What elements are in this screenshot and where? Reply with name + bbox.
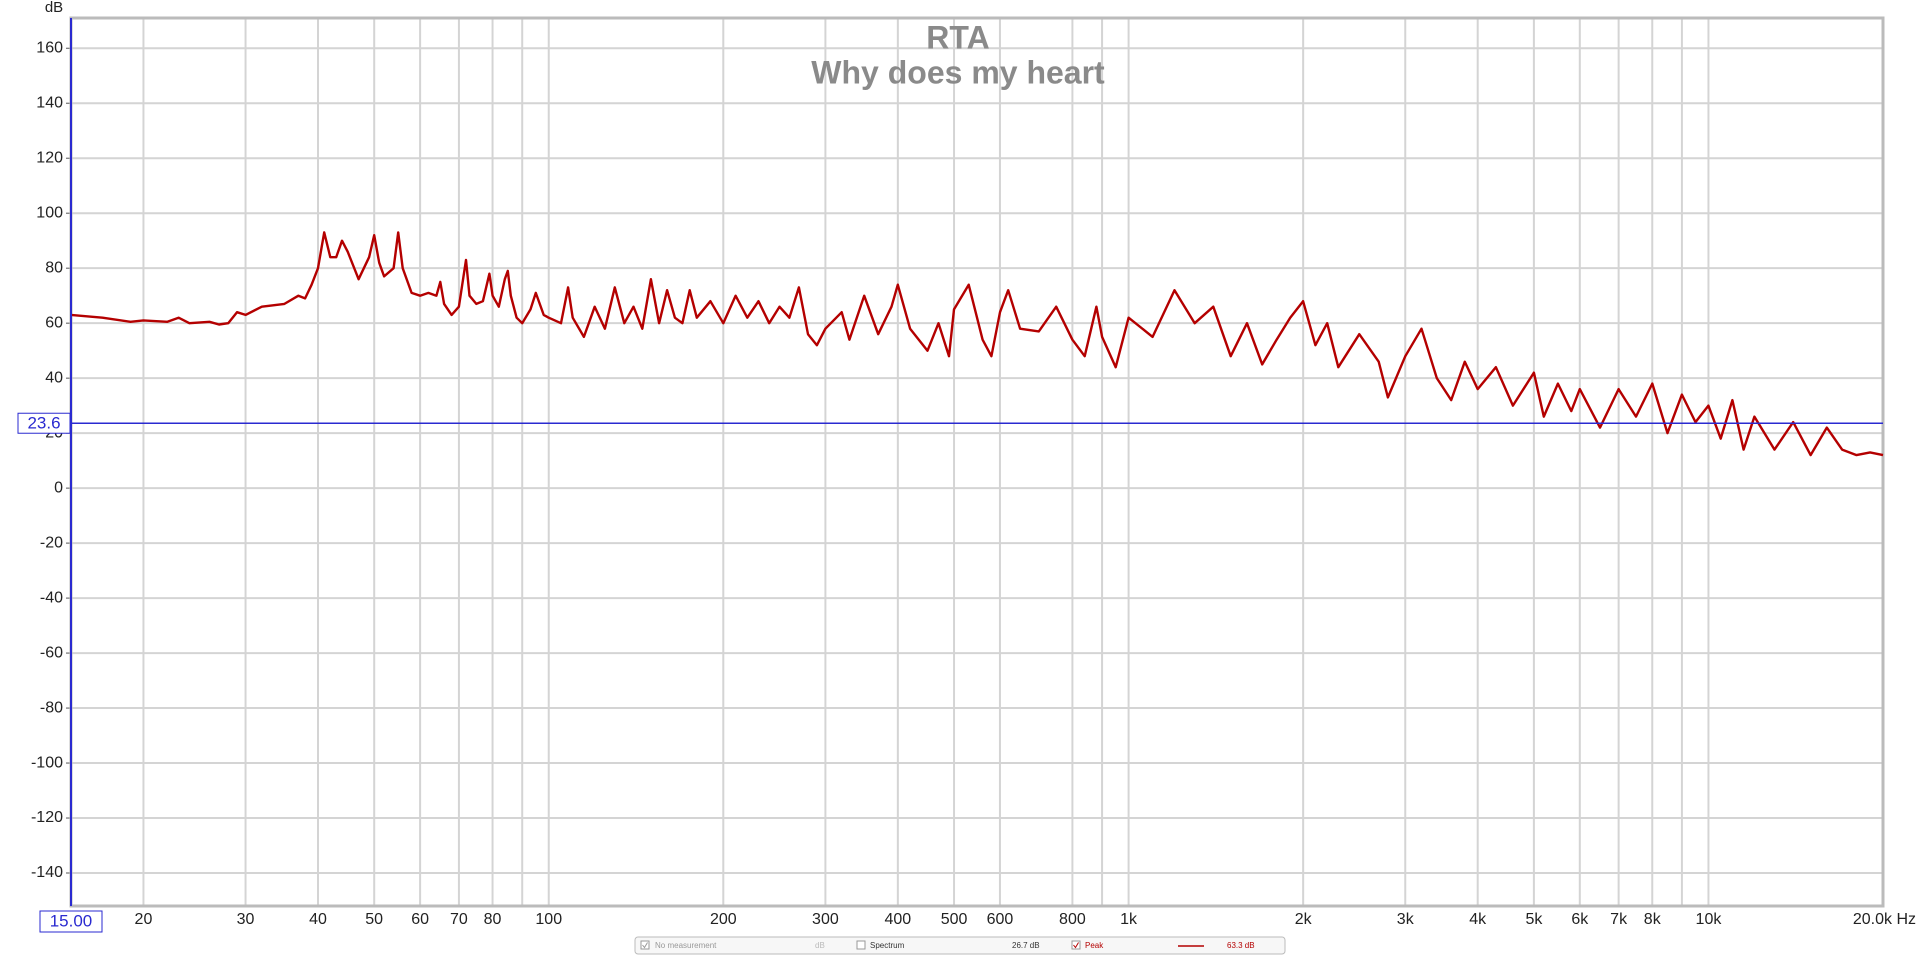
y-tick-label: 80 — [45, 259, 63, 276]
x-tick-label: 70 — [450, 911, 468, 928]
x-tick-label: 6k — [1571, 911, 1589, 928]
x-tick-label: 30 — [237, 911, 255, 928]
y-tick-label: -140 — [31, 864, 63, 881]
y-tick-label: -60 — [40, 644, 63, 661]
legend-reading: 26.7 dB — [1012, 941, 1040, 950]
x-tick-label: 40 — [309, 911, 327, 928]
y-tick-label: 140 — [36, 94, 63, 111]
x-tick-label: 50 — [365, 911, 383, 928]
plot: 23.6 15.00 — [17, 18, 1884, 933]
x-tick-label: 500 — [941, 911, 968, 928]
x-tick-label: 600 — [987, 911, 1014, 928]
y-tick-label: 100 — [36, 204, 63, 221]
checkbox — [1071, 940, 1081, 950]
legend-frame — [634, 936, 1286, 955]
cursor-x-label: 15.00 — [50, 911, 93, 930]
x-tick-label: 1k — [1120, 911, 1138, 928]
legend-label: Spectrum — [870, 941, 905, 950]
chart-subtitle: Why does my heart — [811, 54, 1105, 90]
y-tick-label: 40 — [45, 369, 63, 386]
cursor-y-label: 23.6 — [27, 414, 60, 433]
checkmark — [642, 942, 648, 949]
legend-reading: 63.3 dB — [1227, 941, 1255, 950]
checkbox — [640, 940, 650, 950]
legend-unit: dB — [815, 941, 825, 950]
x-tick-label: 2k — [1295, 911, 1313, 928]
cursor-y-box — [17, 412, 71, 434]
x-tick-label: 800 — [1059, 911, 1086, 928]
series-line — [70, 231, 1884, 457]
checkmark — [1073, 942, 1079, 949]
x-tick-label: 300 — [812, 911, 839, 928]
checkbox — [856, 940, 866, 950]
y-tick-label: 0 — [54, 479, 63, 496]
y-tick-label: -80 — [40, 699, 63, 716]
x-tick-label: 20 — [135, 911, 153, 928]
x-tick-label: 4k — [1469, 911, 1487, 928]
x-tick-label: 5k — [1525, 911, 1543, 928]
y-tick-label: -100 — [31, 754, 63, 771]
x-tick-label: 20.0k Hz — [1853, 911, 1916, 928]
y-tick-label: -40 — [40, 589, 63, 606]
cursor-x-box — [39, 910, 103, 933]
y-tick-label: 120 — [36, 149, 63, 166]
chart-title: RTA — [926, 19, 989, 55]
y-tick-label: 160 — [36, 39, 63, 56]
legend-label: No measurement — [655, 941, 717, 950]
x-tick-label: 60 — [411, 911, 429, 928]
y-axis-label: dB — [45, 0, 63, 16]
y-tick-label: 60 — [45, 314, 63, 331]
x-tick-label: 80 — [484, 911, 502, 928]
x-tick-label: 100 — [535, 911, 562, 928]
legend-bar: No measurement dB Spectrum 26.7 dB Peak 63.3 … — [634, 936, 1286, 955]
legend-label: Peak — [1085, 941, 1104, 950]
x-tick-label: 8k — [1644, 911, 1662, 928]
x-tick-label: 3k — [1397, 911, 1415, 928]
x-tick-label: 10k — [1696, 911, 1723, 928]
x-tick-label: 200 — [710, 911, 737, 928]
x-tick-label: 7k — [1610, 911, 1628, 928]
x-tick-label: 400 — [884, 911, 911, 928]
y-tick-label: -20 — [40, 534, 63, 551]
y-tick-label: -120 — [31, 809, 63, 826]
